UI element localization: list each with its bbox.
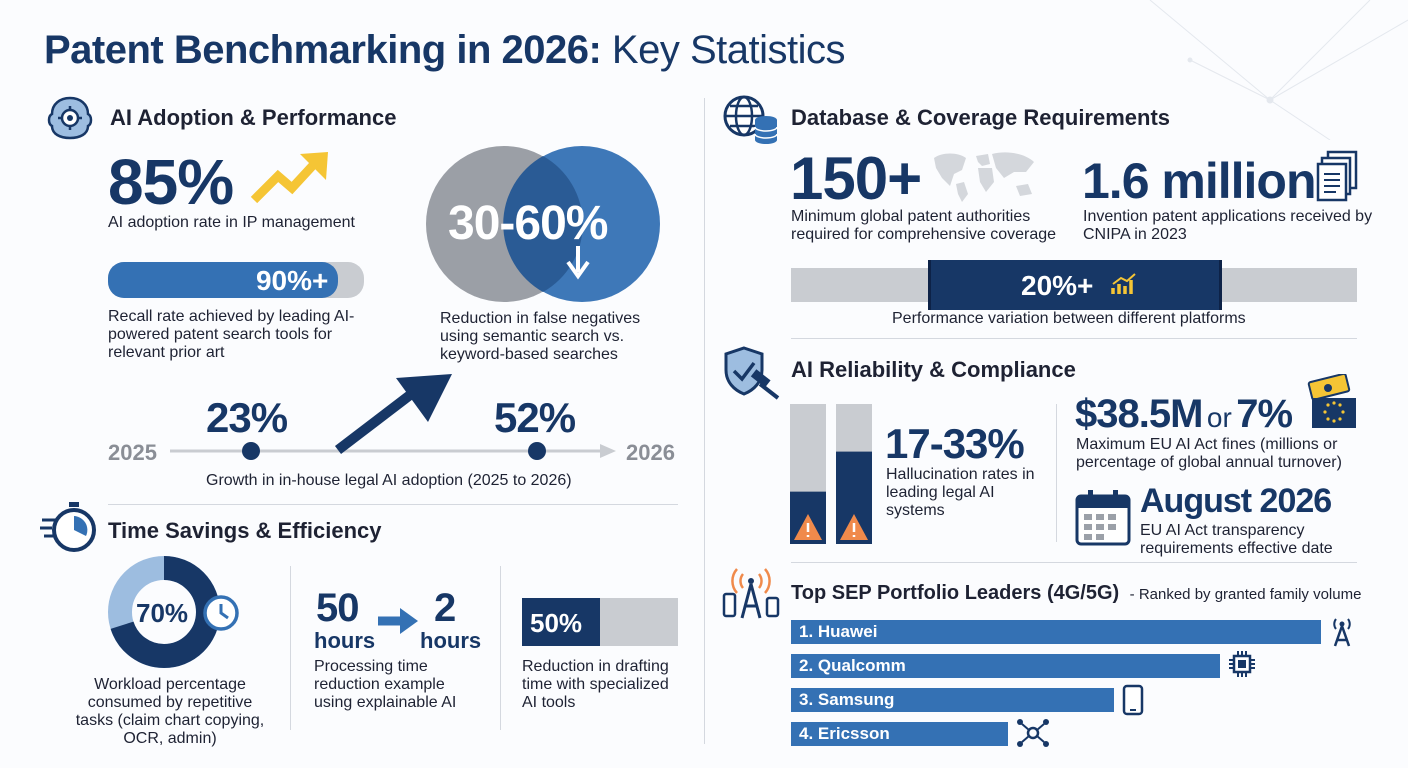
column-divider: [290, 566, 291, 730]
variation-range: 20%+: [928, 260, 1222, 310]
drafting-bar-track: 50%: [522, 598, 678, 646]
hallucination-value: 17-33%: [885, 420, 1025, 467]
authorities-label: Minimum global patent authorities requir…: [791, 208, 1057, 243]
stopwatch-icon: [40, 502, 96, 552]
workload-label: Workload percentage consumed by repetiti…: [75, 676, 265, 747]
column-divider: [500, 566, 501, 730]
drafting-value: 50%: [530, 608, 583, 638]
false-negatives-label: Reduction in false negatives using seman…: [440, 310, 641, 363]
center-divider: [704, 98, 705, 744]
venn-diagram: [426, 146, 660, 302]
database-heading: Database & Coverage Requirements: [791, 105, 1171, 130]
section-divider: [108, 504, 678, 505]
drafting-label: Reduction in drafting time with speciali…: [522, 658, 669, 711]
transparency-label: EU AI Act transparency requirements effe…: [1140, 522, 1333, 557]
network-icon: [1016, 718, 1050, 753]
ai-adoption-heading: AI Adoption & Performance: [110, 105, 397, 130]
fines-connector: or: [1206, 402, 1232, 433]
timeline-end-year: 2026: [626, 440, 675, 465]
growth-label: Growth in in-house legal AI adoption (20…: [206, 472, 572, 489]
transparency-value: August 2026: [1140, 482, 1332, 520]
sep-leader-bar: 3. Samsung: [791, 688, 1115, 712]
sep-leader-bar: 4. Ericsson: [791, 722, 1009, 746]
variation-bar: 20%+: [791, 260, 1357, 310]
processing-to-unit: hours: [420, 628, 482, 653]
processing-to-value: 2: [434, 586, 456, 630]
processing-from-value: 50: [316, 586, 359, 630]
money-eu-flag-icon: [1307, 374, 1356, 428]
fines-label: Maximum EU AI Act fines (millions or per…: [1076, 436, 1342, 471]
trend-up-icon: [250, 152, 328, 204]
sep-leaders-chart: 1. Huawei 2. Qualcomm 3. Samsung 4. Ericsso…: [791, 618, 1357, 753]
adoption-label: AI adoption rate in IP management: [108, 214, 355, 231]
fines-value: $38.5M: [1075, 392, 1203, 436]
section-divider: [791, 562, 1357, 563]
shield-gavel-icon: [724, 346, 780, 400]
calendar-icon: [1075, 490, 1131, 546]
sep-subheading: - Ranked by granted family volume: [1129, 586, 1362, 603]
timeline-start-value: 23%: [206, 394, 288, 441]
false-negatives-value: 30-60%: [448, 197, 608, 250]
growth-timeline: [170, 374, 616, 460]
applications-label: Invention patent applications received b…: [1083, 208, 1373, 243]
arrow-right-icon: [378, 608, 418, 634]
timeline-start-point: [242, 442, 260, 460]
authorities-value: 150+: [790, 145, 922, 212]
drafting-bar-fill: 50%: [522, 598, 600, 646]
recall-value: 90%+: [255, 265, 329, 296]
antenna-icon: [1329, 616, 1355, 653]
section-divider: [791, 338, 1357, 339]
world-map-icon: [934, 152, 1034, 202]
time-savings-heading: Time Savings & Efficiency: [108, 518, 382, 543]
timeline-end-point: [528, 442, 546, 460]
column-divider: [1056, 404, 1057, 542]
documents-icon: [1316, 150, 1358, 202]
recall-label: Recall rate achieved by leading AI-power…: [108, 308, 355, 361]
page-title: Patent Benchmarking in 2026: Key Statist…: [44, 28, 846, 72]
timeline-end-value: 52%: [494, 394, 576, 441]
sep-leader-bar: 2. Qualcomm: [791, 654, 1221, 678]
timeline-start-year: 2025: [108, 440, 157, 465]
fines-value-percent: 7%: [1236, 392, 1293, 436]
phone-icon: [1122, 684, 1144, 721]
globe-database-icon: [723, 95, 778, 144]
variation-label: Performance variation between different …: [892, 310, 1246, 327]
sep-heading-row: Top SEP Portfolio Leaders (4G/5G) - Rank…: [791, 582, 1361, 605]
variation-value: 20%+: [1021, 270, 1094, 301]
applications-value: 1.6 million: [1082, 153, 1317, 209]
workload-value: 70%: [136, 598, 189, 628]
cell-tower-icon: [722, 568, 780, 619]
processing-from-unit: hours: [314, 628, 376, 653]
recall-bar-track: 90%+: [108, 262, 364, 298]
background-pattern: [1149, 0, 1408, 140]
clock-icon: [203, 595, 239, 631]
bar-chart-up-icon: [1111, 273, 1136, 294]
chip-icon: [1228, 650, 1256, 683]
brain-gear-icon: [47, 96, 93, 140]
sep-leader-bar: 1. Huawei: [791, 620, 1321, 644]
recall-bar-fill: 90%+: [108, 262, 339, 298]
fines-values: $38.5M or 7%: [1075, 392, 1293, 437]
processing-label: Processing time reduction example using …: [314, 658, 457, 711]
hallucination-bars: [790, 404, 872, 544]
hallucination-label: Hallucination rates in leading legal AI …: [886, 466, 1035, 519]
reliability-heading: AI Reliability & Compliance: [791, 357, 1076, 382]
sep-heading: Top SEP Portfolio Leaders (4G/5G): [791, 582, 1120, 604]
adoption-value: 85%: [108, 146, 234, 218]
